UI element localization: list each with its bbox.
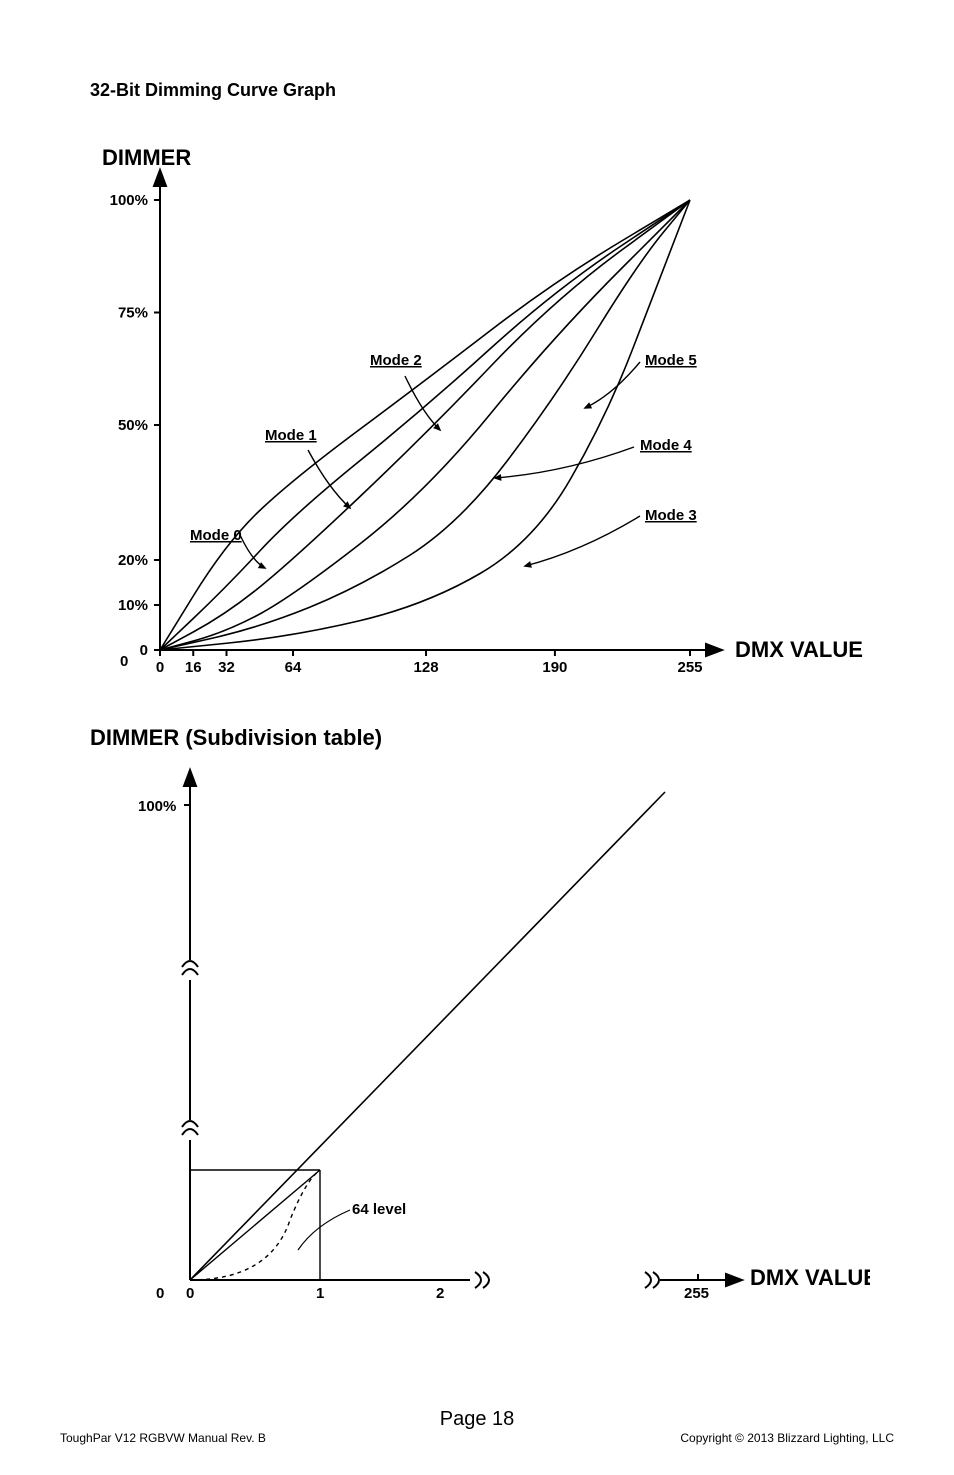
- xtick-0: 0: [186, 1285, 194, 1302]
- subdivision-title: DIMMER (Subdivision table): [90, 725, 382, 750]
- curve-mode-1: [160, 200, 690, 650]
- label-arrow: [405, 376, 440, 430]
- ytick: 75%: [118, 305, 148, 322]
- page-title: 32-Bit Dimming Curve Graph: [90, 80, 336, 101]
- label-mode-1: Mode 1: [265, 427, 317, 444]
- xtick: 0: [156, 659, 164, 676]
- ytick: 10%: [118, 597, 148, 614]
- origin-zero-outer: 0: [120, 653, 128, 670]
- xtick: 64: [285, 659, 302, 676]
- curve-mode-3: [160, 200, 690, 650]
- label-mode-2: Mode 2: [370, 352, 422, 369]
- curve-mode-4: [160, 200, 690, 650]
- xtick: 32: [218, 659, 235, 676]
- curve-mode-0: [160, 200, 690, 650]
- footer-left: ToughPar V12 RGBVW Manual Rev. B: [60, 1431, 266, 1445]
- xtick-255: 255: [684, 1285, 709, 1302]
- curve-mode-2: [160, 200, 690, 650]
- xtick: 190: [542, 659, 567, 676]
- label-mode-3: Mode 3: [645, 507, 697, 524]
- label-mode-4: Mode 4: [640, 437, 692, 454]
- xtick: 16: [185, 659, 202, 676]
- label-mode-5: Mode 5: [645, 352, 697, 369]
- xtick-0-outer: 0: [156, 1285, 164, 1302]
- xtick-2: 2: [436, 1285, 444, 1302]
- xtick: 255: [677, 659, 702, 676]
- xtick: 128: [414, 659, 439, 676]
- dimming-curve-chart: 0 10% 20% 50% 75% 100% 0 16 32 64 128 190 255 Mode …: [90, 140, 870, 690]
- label-arrow: [585, 362, 640, 408]
- ytick: 0: [140, 642, 148, 659]
- label-mode-0: Mode 0: [190, 527, 242, 544]
- curve-mode-5: [160, 200, 690, 650]
- xtick-1: 1: [316, 1285, 324, 1302]
- ytick: 100%: [110, 192, 148, 209]
- x-axis-title: DMX VALUE: [735, 637, 863, 662]
- label-arrow: [495, 447, 634, 478]
- footer-right: Copyright © 2013 Blizzard Lighting, LLC: [680, 1431, 894, 1445]
- ytick-100: 100%: [138, 798, 176, 815]
- y-axis-title: DIMMER: [102, 145, 191, 170]
- label-arrow: [525, 516, 640, 566]
- subdivision-chart: DIMMER (Subdivision table) 100%: [90, 720, 870, 1320]
- ytick: 20%: [118, 552, 148, 569]
- ytick: 50%: [118, 417, 148, 434]
- page-number: Page 18: [0, 1408, 954, 1431]
- x-axis-title-2: DMX VALUE: [750, 1265, 870, 1290]
- inset-label: 64 level: [352, 1201, 406, 1218]
